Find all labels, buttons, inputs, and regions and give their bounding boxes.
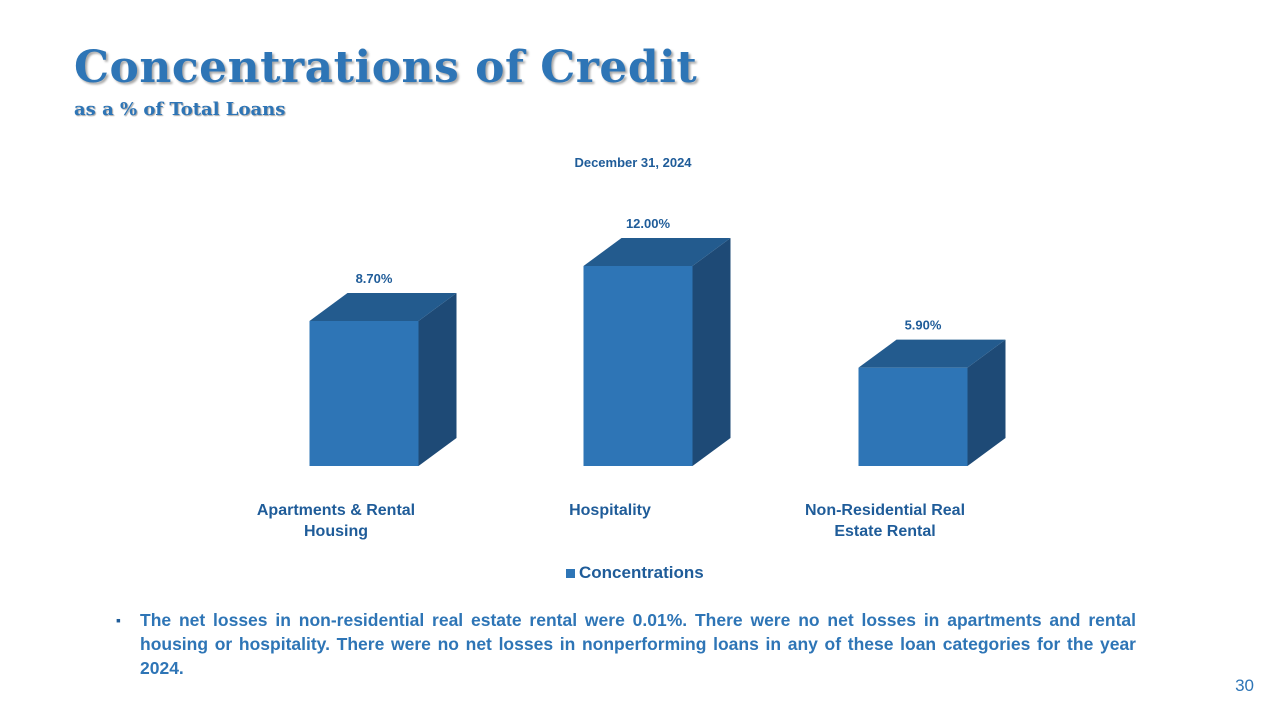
category-label: Apartments & Rental [257, 502, 415, 519]
footnote-text: The net losses in non-residential real e… [140, 610, 1136, 678]
legend-label: Concentrations [579, 563, 704, 582]
bar-top [583, 238, 731, 266]
bar-side [967, 339, 1006, 466]
bar-side [418, 293, 457, 466]
slide-title: Concentrations of Credit [74, 42, 698, 93]
bar-front [583, 266, 693, 466]
data-label: 12.00% [626, 216, 671, 231]
category-label: Estate Rental [834, 523, 935, 540]
data-label: 8.70% [356, 271, 393, 286]
bar-front [309, 321, 419, 466]
chart-legend: Concentrations [566, 563, 704, 583]
category-label: Non-Residential Real [805, 502, 965, 519]
bar-top [309, 293, 457, 321]
bar-front [858, 367, 968, 466]
bar-top [858, 339, 1006, 368]
legend-swatch [566, 568, 575, 578]
footnote: ▪ The net losses in non-residential real… [116, 608, 1136, 680]
category-label: Hospitality [569, 502, 651, 519]
bar-side [692, 238, 731, 466]
chart-title: December 31, 2024 [574, 155, 692, 170]
page-number: 30 [1235, 676, 1254, 695]
category-label: Housing [304, 523, 368, 540]
slide-subtitle: as a % of Total Loans [74, 99, 286, 120]
bullet-icon: ▪ [116, 612, 121, 628]
bar-chart: December 31, 2024 8.70% Apartments & Rent… [257, 155, 1006, 540]
data-label: 5.90% [905, 318, 942, 333]
